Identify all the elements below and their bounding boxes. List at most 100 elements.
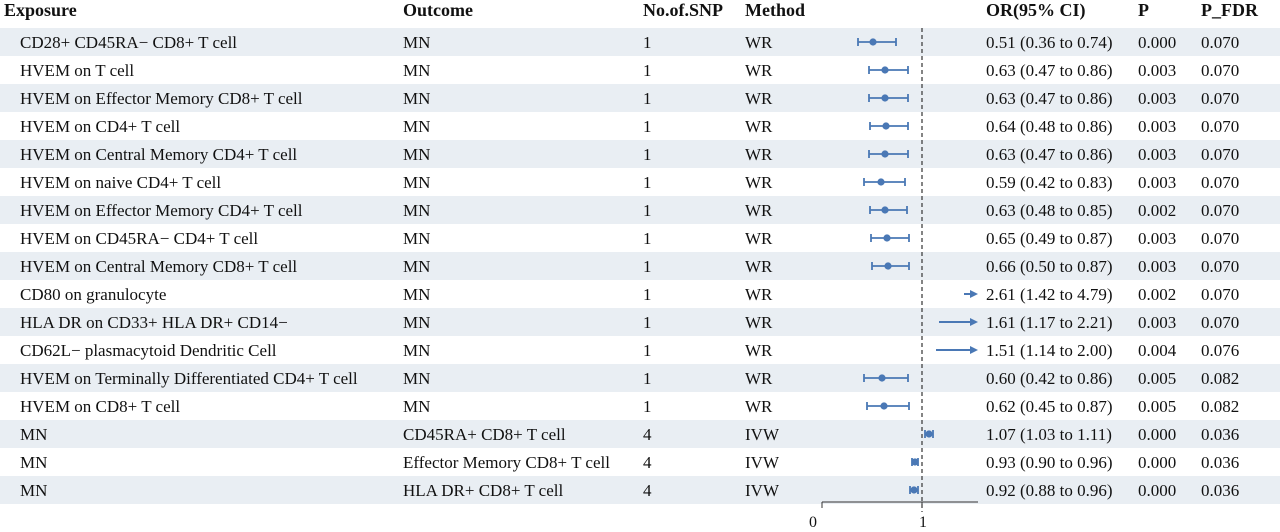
cell-exposure: HVEM on naive CD4+ T cell bbox=[20, 173, 221, 192]
cell-or-text: 1.51 (1.14 to 2.00) bbox=[986, 341, 1113, 360]
cell-p: 0.000 bbox=[1138, 33, 1176, 52]
x-tick-label-0: 0 bbox=[809, 514, 817, 531]
ci-group bbox=[909, 486, 919, 494]
header-or: OR(95% CI) bbox=[986, 0, 1086, 21]
cell-outcome: MN bbox=[403, 229, 430, 248]
cell-p: 0.003 bbox=[1138, 117, 1176, 136]
cell-exposure: HVEM on CD45RA− CD4+ T cell bbox=[20, 229, 258, 248]
cell-outcome: MN bbox=[403, 257, 430, 276]
cell-exposure: CD62L− plasmacytoid Dendritic Cell bbox=[20, 341, 277, 360]
cell-outcome: MN bbox=[403, 397, 430, 416]
point-estimate bbox=[925, 430, 933, 438]
cell-or-text: 0.66 (0.50 to 0.87) bbox=[986, 257, 1113, 276]
ci-arrow bbox=[970, 290, 978, 298]
table-header: Exposure Outcome No.of.SNP Method OR(95%… bbox=[4, 0, 1259, 21]
ci-arrow bbox=[970, 346, 978, 354]
point-estimate bbox=[878, 374, 886, 382]
cell-nsnp: 1 bbox=[643, 201, 652, 220]
cell-pfdr: 0.070 bbox=[1201, 313, 1239, 332]
cell-method: WR bbox=[745, 61, 773, 80]
cell-p: 0.003 bbox=[1138, 173, 1176, 192]
cell-p: 0.005 bbox=[1138, 397, 1176, 416]
cell-nsnp: 1 bbox=[643, 285, 652, 304]
cell-method: WR bbox=[745, 397, 773, 416]
cell-pfdr: 0.070 bbox=[1201, 61, 1239, 80]
cell-method: WR bbox=[745, 201, 773, 220]
cell-outcome: MN bbox=[403, 285, 430, 304]
cell-p: 0.003 bbox=[1138, 313, 1176, 332]
point-estimate bbox=[884, 262, 892, 270]
cell-p: 0.000 bbox=[1138, 481, 1176, 500]
cell-method: WR bbox=[745, 33, 773, 52]
row-band bbox=[0, 28, 1280, 56]
cell-outcome: MN bbox=[403, 145, 430, 164]
cell-method: WR bbox=[745, 285, 773, 304]
cell-or-text: 0.51 (0.36 to 0.74) bbox=[986, 33, 1113, 52]
cell-pfdr: 0.070 bbox=[1201, 89, 1239, 108]
cell-nsnp: 4 bbox=[643, 425, 652, 444]
cell-pfdr: 0.070 bbox=[1201, 257, 1239, 276]
cell-method: WR bbox=[745, 341, 773, 360]
row-band bbox=[0, 476, 1280, 504]
header-pfdr: P_FDR bbox=[1201, 0, 1259, 20]
cell-p: 0.004 bbox=[1138, 341, 1177, 360]
cell-pfdr: 0.070 bbox=[1201, 201, 1239, 220]
ci-group bbox=[857, 38, 897, 46]
point-estimate bbox=[881, 206, 889, 214]
ci-group bbox=[866, 402, 910, 410]
ci-group bbox=[936, 346, 978, 354]
cell-or-text: 0.59 (0.42 to 0.83) bbox=[986, 173, 1113, 192]
cell-exposure: HVEM on Central Memory CD8+ T cell bbox=[20, 257, 297, 276]
cell-nsnp: 1 bbox=[643, 397, 652, 416]
plot-area: 0 1 bbox=[809, 28, 978, 531]
cell-pfdr: 0.070 bbox=[1201, 117, 1239, 136]
header-outcome: Outcome bbox=[403, 0, 473, 20]
row-band bbox=[0, 308, 1280, 336]
estimate-marks bbox=[857, 38, 978, 494]
header-exposure: Exposure bbox=[4, 0, 77, 20]
cell-nsnp: 1 bbox=[643, 313, 652, 332]
cell-pfdr: 0.036 bbox=[1201, 453, 1239, 472]
header-p: P bbox=[1138, 0, 1149, 20]
row-band bbox=[0, 364, 1280, 392]
cell-nsnp: 4 bbox=[643, 453, 652, 472]
cell-method: IVW bbox=[745, 453, 780, 472]
cell-nsnp: 1 bbox=[643, 61, 652, 80]
cell-nsnp: 4 bbox=[643, 481, 652, 500]
cell-or-text: 0.63 (0.48 to 0.85) bbox=[986, 201, 1113, 220]
cell-method: IVW bbox=[745, 481, 780, 500]
cell-or-text: 0.63 (0.47 to 0.86) bbox=[986, 145, 1113, 164]
cell-exposure: HVEM on Terminally Differentiated CD4+ T… bbox=[20, 369, 358, 388]
cell-exposure: CD28+ CD45RA− CD8+ T cell bbox=[20, 33, 237, 52]
ci-group bbox=[871, 262, 910, 270]
cell-exposure: MN bbox=[20, 481, 47, 500]
ci-group bbox=[869, 206, 908, 214]
cell-p: 0.000 bbox=[1138, 453, 1176, 472]
cell-pfdr: 0.070 bbox=[1201, 145, 1239, 164]
row-band bbox=[0, 196, 1280, 224]
cell-p: 0.000 bbox=[1138, 425, 1176, 444]
cell-outcome: MN bbox=[403, 33, 430, 52]
point-estimate bbox=[910, 486, 918, 494]
point-estimate bbox=[880, 402, 888, 410]
cell-or-text: 0.63 (0.47 to 0.86) bbox=[986, 61, 1113, 80]
cell-exposure: CD80 on granulocyte bbox=[20, 285, 166, 304]
cell-exposure: HVEM on Central Memory CD4+ T cell bbox=[20, 145, 297, 164]
ci-group bbox=[939, 318, 978, 326]
ci-group bbox=[964, 290, 978, 298]
ci-arrow bbox=[970, 318, 978, 326]
cell-method: IVW bbox=[745, 425, 780, 444]
point-estimate bbox=[882, 122, 890, 130]
cell-outcome: Effector Memory CD8+ T cell bbox=[403, 453, 610, 472]
header-nsnp: No.of.SNP bbox=[643, 0, 723, 20]
cell-exposure: HVEM on CD4+ T cell bbox=[20, 117, 180, 136]
point-estimate bbox=[881, 94, 889, 102]
ci-group bbox=[869, 122, 909, 130]
cell-outcome: MN bbox=[403, 61, 430, 80]
ci-group bbox=[868, 94, 909, 102]
cell-nsnp: 1 bbox=[643, 145, 652, 164]
header-method: Method bbox=[745, 0, 805, 20]
cell-exposure: HVEM on CD8+ T cell bbox=[20, 397, 180, 416]
cell-p: 0.002 bbox=[1138, 201, 1176, 220]
table-cells: CD28+ CD45RA− CD8+ T cell MN 1 WR 0.51 (0.36… bbox=[20, 33, 1239, 500]
